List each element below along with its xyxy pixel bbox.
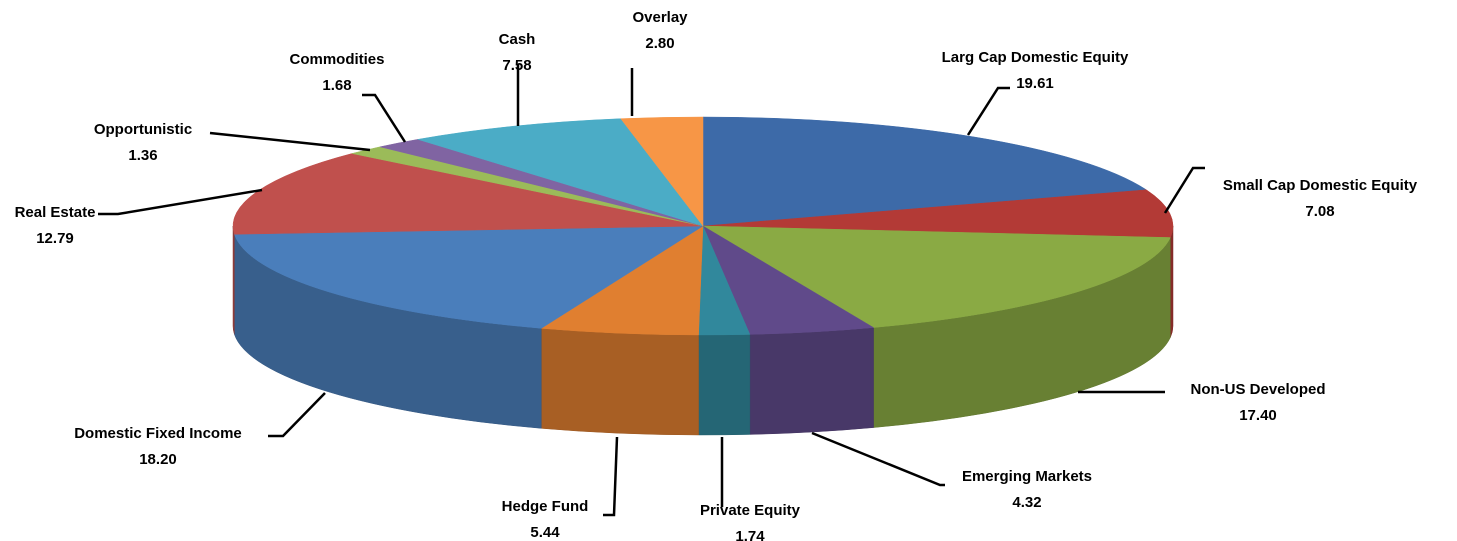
pie-slice-side bbox=[1170, 225, 1174, 338]
slice-value-label: 19.61 bbox=[1016, 75, 1054, 92]
pie-slice-side bbox=[749, 327, 874, 435]
slice-label: Cash bbox=[499, 31, 536, 48]
slice-value-label: 17.40 bbox=[1239, 407, 1277, 424]
slice-label: Larg Cap Domestic Equity bbox=[942, 49, 1129, 66]
slice-value-label: 7.58 bbox=[502, 57, 531, 74]
leader-line bbox=[1163, 166, 1205, 214]
slice-label: Domestic Fixed Income bbox=[74, 425, 242, 442]
slice-label: Non-US Developed bbox=[1190, 381, 1325, 398]
slice-value-label: 1.74 bbox=[735, 528, 765, 541]
leader-line bbox=[268, 392, 326, 438]
leader-line bbox=[603, 436, 619, 517]
slice-label: Real Estate bbox=[15, 204, 96, 221]
slice-label: Commodities bbox=[289, 51, 384, 68]
slice-label: Small Cap Domestic Equity bbox=[1223, 177, 1418, 194]
slice-value-label: 2.80 bbox=[645, 35, 674, 52]
slice-value-label: 12.79 bbox=[36, 230, 74, 247]
slice-value-label: 7.08 bbox=[1305, 203, 1334, 220]
pie-slice bbox=[540, 225, 704, 336]
leader-line bbox=[362, 93, 407, 143]
slice-value-label: 1.68 bbox=[322, 77, 351, 94]
slice-label: Overlay bbox=[632, 9, 688, 26]
pie-slice bbox=[702, 189, 1174, 238]
slice-value-label: 5.44 bbox=[530, 524, 560, 541]
slice-label: Hedge Fund bbox=[502, 498, 589, 515]
pie-slice-side bbox=[232, 225, 235, 335]
leader-line bbox=[209, 131, 371, 152]
slice-value-label: 1.36 bbox=[128, 147, 157, 164]
leader-line bbox=[966, 86, 1010, 136]
pie-slice bbox=[702, 225, 1171, 328]
pie-slice bbox=[620, 116, 704, 227]
leader-line bbox=[98, 188, 263, 216]
leader-line bbox=[811, 431, 945, 487]
slice-label: Emerging Markets bbox=[962, 468, 1092, 485]
slice-label: Private Equity bbox=[700, 502, 801, 519]
slice-value-label: 4.32 bbox=[1012, 494, 1041, 511]
pie-slice bbox=[417, 118, 704, 227]
pie-slice bbox=[234, 225, 704, 329]
slice-value-label: 18.20 bbox=[139, 451, 177, 468]
slice-label: Opportunistic bbox=[94, 121, 192, 138]
pie-slice-side bbox=[541, 328, 699, 436]
pie-slice-side bbox=[698, 334, 751, 436]
